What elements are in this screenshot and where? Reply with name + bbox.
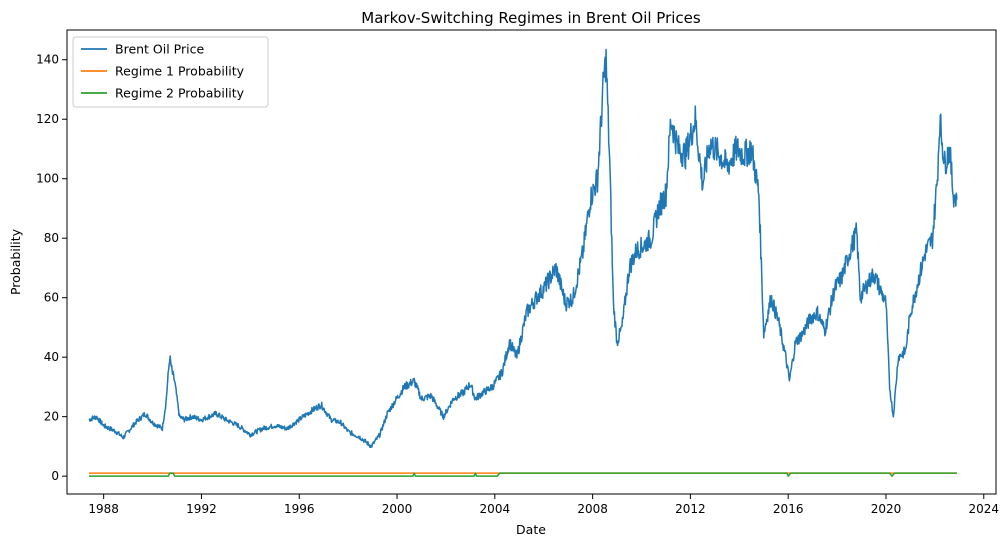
- legend-label-2: Regime 1 Probability: [115, 64, 245, 79]
- series-layer: [88, 48, 958, 477]
- y-tick-label: 20: [44, 410, 59, 424]
- x-tick-label: 1992: [186, 502, 217, 516]
- y-tick-label: 140: [36, 53, 59, 67]
- y-axis: 0 20 40 60 80 100 120 140: [36, 53, 67, 483]
- x-tick-label: 2016: [773, 502, 804, 516]
- legend: Brent Oil Price Regime 1 Probability Regim…: [72, 36, 269, 108]
- x-tick-label: 2020: [871, 502, 902, 516]
- x-tick-label: 2012: [675, 502, 706, 516]
- legend-label-1: Brent Oil Price: [115, 42, 204, 57]
- x-tick-label: 1988: [88, 502, 119, 516]
- x-tick-label: 2000: [382, 502, 413, 516]
- y-tick-label: 0: [51, 469, 59, 483]
- x-axis-title: Date: [516, 522, 546, 537]
- x-axis: 1988 1992 1996 2000 2004 2008 2012 2016 2020 2024: [88, 494, 999, 516]
- x-tick-label: 1996: [284, 502, 315, 516]
- legend-label-3: Regime 2 Probability: [115, 86, 245, 101]
- x-tick-label: 2004: [480, 502, 511, 516]
- series-line-1: [88, 48, 958, 449]
- y-tick-label: 100: [36, 172, 59, 186]
- plot-area-frame: [66, 29, 997, 495]
- chart-title: Markov-Switching Regimes in Brent Oil Pr…: [361, 9, 701, 27]
- x-tick-label: 2008: [577, 502, 608, 516]
- x-tick-label: 2024: [969, 502, 1000, 516]
- legend-box: [72, 36, 269, 108]
- series-line-3: [89, 472, 957, 477]
- y-axis-title: Probability: [8, 228, 23, 295]
- y-tick-label: 60: [44, 291, 59, 305]
- y-tick-label: 80: [44, 231, 59, 245]
- y-tick-label: 120: [36, 112, 59, 126]
- y-tick-label: 40: [44, 350, 59, 364]
